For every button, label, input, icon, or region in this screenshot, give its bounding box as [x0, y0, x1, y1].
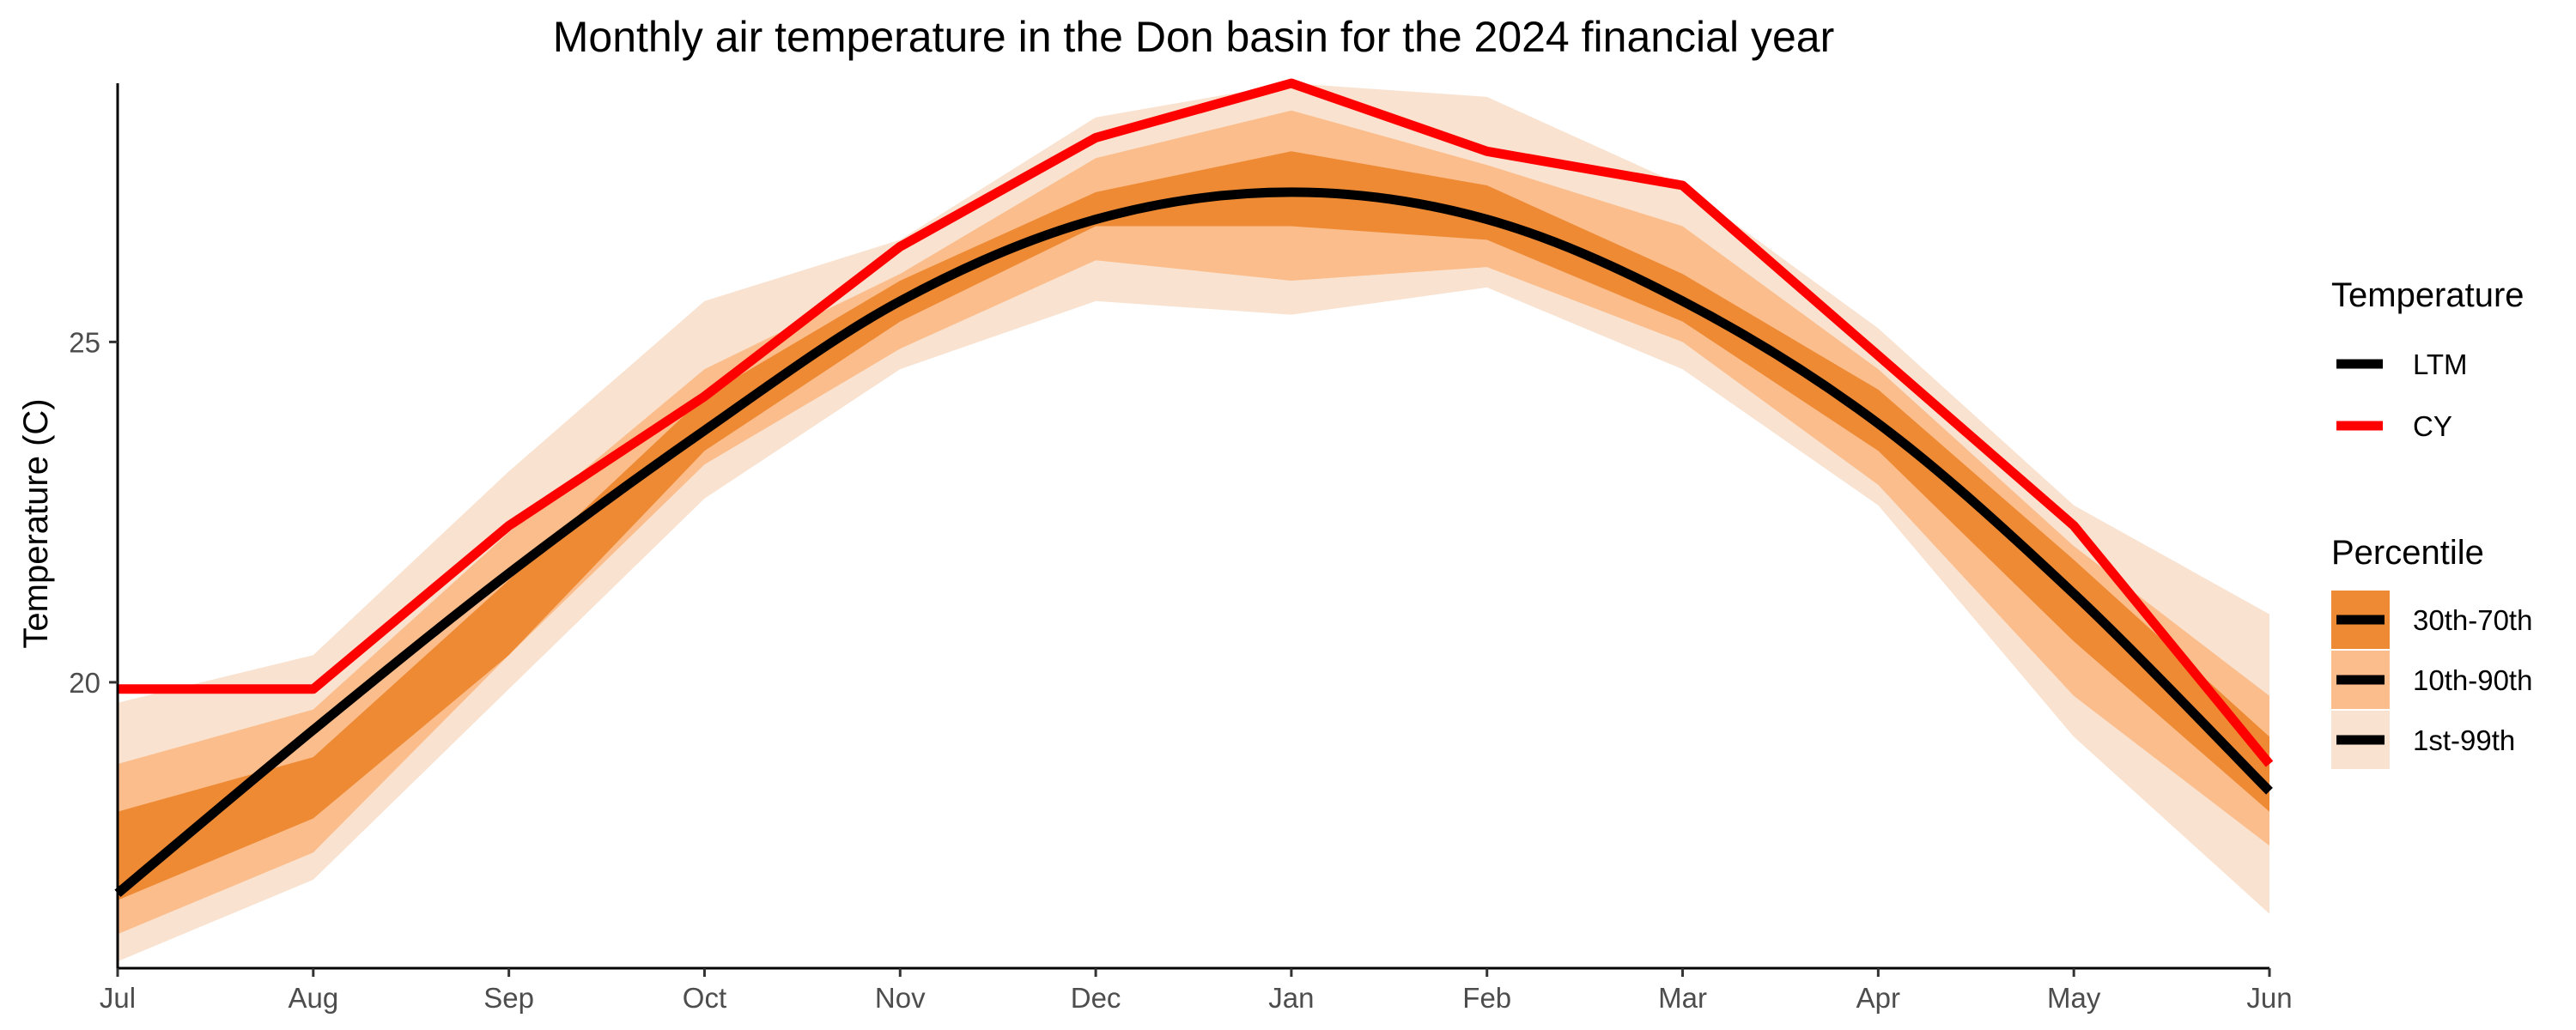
x-tick-label: Nov — [875, 982, 926, 1014]
series-line-CY — [118, 78, 2274, 767]
axes: Jul Aug Sep Oct Nov Dec Jan Feb Mar Apr May Jun 20 25 — [69, 83, 2293, 1014]
band-10th-90th — [118, 110, 2269, 935]
legend-label-10th-90th: 10th-90th — [2413, 664, 2532, 696]
x-tick-label: Jul — [100, 982, 136, 1014]
x-tick-label: Mar — [1658, 982, 1707, 1014]
legend-label-30th-70th: 30th-70th — [2413, 604, 2532, 636]
x-tick-label: Jun — [2246, 982, 2292, 1014]
legend: Temperature LTM CY Percentile 30th-70th 10th-… — [2331, 276, 2532, 769]
y-tick-label: 20 — [69, 667, 100, 699]
legend-label-LTM: LTM — [2413, 348, 2468, 380]
x-tick-label: Apr — [1856, 982, 1900, 1014]
chart-title: Monthly air temperature in the Don basin… — [553, 13, 1835, 61]
x-tick-label: May — [2047, 982, 2101, 1014]
legend-title-temperature: Temperature — [2331, 276, 2524, 314]
x-tick-label: Dec — [1071, 982, 1121, 1014]
band-30th-70th — [118, 151, 2269, 900]
x-tick-label: Oct — [683, 982, 726, 1014]
x-tick-label: Sep — [483, 982, 534, 1014]
legend-label-CY: CY — [2413, 410, 2452, 442]
percentile-bands — [118, 83, 2269, 962]
legend-title-percentile: Percentile — [2331, 534, 2484, 572]
y-axis-title: Temperature (C) — [17, 398, 55, 648]
y-tick-label: 25 — [69, 326, 100, 358]
series-line-LTM — [114, 187, 2273, 898]
x-tick-label: Aug — [288, 982, 338, 1014]
series-lines — [114, 78, 2274, 898]
x-tick-label: Jan — [1268, 982, 1314, 1014]
x-tick-label: Feb — [1462, 982, 1511, 1014]
legend-label-1st-99th: 1st-99th — [2413, 724, 2515, 756]
